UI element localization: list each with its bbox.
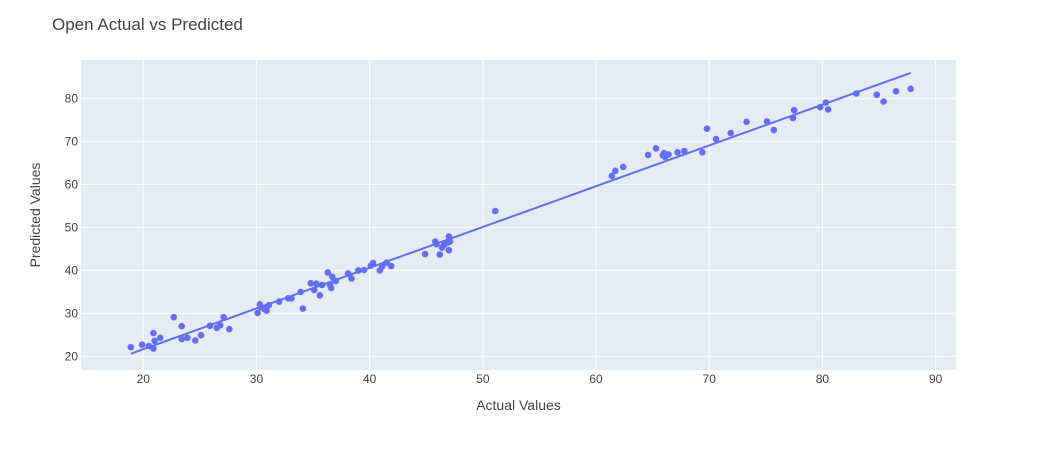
data-point bbox=[445, 246, 453, 254]
data-point bbox=[150, 345, 157, 352]
data-point bbox=[369, 259, 377, 267]
data-point bbox=[324, 269, 332, 276]
data-point bbox=[743, 118, 750, 126]
data-point bbox=[178, 322, 185, 330]
data-point bbox=[206, 322, 214, 330]
y-axis-title: Predicted Values bbox=[27, 163, 43, 268]
data-point bbox=[216, 322, 224, 329]
data-point bbox=[138, 341, 146, 349]
data-point bbox=[355, 267, 362, 274]
data-point bbox=[127, 343, 135, 351]
data-point bbox=[674, 149, 681, 156]
y-tick-label: 70 bbox=[65, 135, 79, 149]
data-point bbox=[790, 106, 798, 114]
data-point bbox=[288, 295, 295, 302]
data-point bbox=[170, 313, 178, 321]
x-tick-label: 30 bbox=[250, 372, 264, 386]
data-point bbox=[492, 207, 499, 215]
data-point bbox=[378, 263, 386, 270]
data-point bbox=[880, 98, 887, 105]
data-point bbox=[770, 126, 778, 134]
y-tick-label: 40 bbox=[65, 263, 79, 277]
data-point bbox=[619, 163, 627, 171]
data-point bbox=[853, 90, 860, 97]
data-point bbox=[824, 106, 832, 113]
data-point bbox=[436, 251, 444, 258]
y-tick-label: 20 bbox=[65, 349, 79, 363]
y-tick-label: 30 bbox=[65, 306, 79, 320]
data-point bbox=[151, 337, 158, 345]
x-tick-label: 40 bbox=[363, 372, 377, 386]
y-tick-label: 80 bbox=[65, 92, 79, 106]
data-point bbox=[699, 149, 706, 156]
x-tick-label: 80 bbox=[816, 372, 830, 386]
data-point bbox=[892, 88, 900, 95]
x-tick-label: 70 bbox=[703, 372, 717, 386]
data-point bbox=[608, 172, 616, 180]
data-point bbox=[254, 309, 261, 317]
data-point bbox=[652, 145, 660, 152]
data-point bbox=[313, 280, 320, 288]
data-point bbox=[297, 288, 304, 296]
data-points bbox=[127, 85, 914, 352]
data-point bbox=[360, 266, 368, 274]
chart-title: Open Actual vs Predicted bbox=[52, 15, 243, 34]
data-point bbox=[433, 240, 440, 248]
data-point bbox=[299, 305, 307, 312]
data-point bbox=[197, 331, 205, 339]
data-point bbox=[327, 284, 335, 292]
data-point bbox=[907, 85, 914, 93]
data-point bbox=[307, 280, 315, 287]
data-point bbox=[681, 147, 688, 155]
x-tick-label: 90 bbox=[929, 372, 943, 386]
data-point bbox=[348, 275, 355, 282]
data-point bbox=[727, 129, 734, 137]
x-tick-label: 20 bbox=[137, 372, 151, 386]
data-point bbox=[383, 259, 390, 267]
data-point bbox=[789, 114, 797, 122]
data-point bbox=[184, 334, 191, 342]
data-point bbox=[156, 334, 164, 342]
data-point bbox=[178, 335, 185, 343]
data-point bbox=[275, 298, 283, 306]
x-tick-label: 50 bbox=[476, 372, 490, 386]
data-point bbox=[263, 307, 270, 315]
data-point bbox=[192, 337, 199, 344]
data-point bbox=[703, 125, 711, 132]
data-point bbox=[421, 250, 429, 258]
data-point bbox=[332, 277, 340, 285]
data-point bbox=[310, 286, 318, 294]
data-point bbox=[612, 167, 619, 175]
data-point bbox=[873, 91, 881, 99]
data-point bbox=[316, 292, 324, 299]
data-point bbox=[763, 118, 771, 125]
data-point bbox=[816, 103, 824, 111]
data-point bbox=[712, 135, 720, 143]
data-point bbox=[822, 99, 830, 106]
x-axis-title: Actual Values bbox=[476, 397, 561, 413]
data-point bbox=[644, 151, 652, 159]
gridlines bbox=[81, 60, 956, 370]
data-point bbox=[446, 238, 454, 245]
data-point bbox=[226, 325, 233, 333]
y-tick-labels: 20 30 40 50 60 70 80 bbox=[65, 92, 79, 364]
data-point bbox=[665, 151, 672, 158]
x-tick-label: 60 bbox=[589, 372, 603, 386]
data-point bbox=[220, 313, 227, 321]
data-point bbox=[344, 270, 352, 277]
data-point bbox=[318, 281, 326, 289]
y-tick-label: 60 bbox=[65, 178, 79, 192]
data-point bbox=[150, 329, 157, 337]
x-tick-labels: 20 30 40 50 60 70 80 90 bbox=[137, 372, 943, 386]
y-tick-label: 50 bbox=[65, 220, 79, 234]
data-point bbox=[445, 233, 453, 240]
data-point bbox=[265, 301, 273, 309]
data-point bbox=[387, 262, 395, 270]
